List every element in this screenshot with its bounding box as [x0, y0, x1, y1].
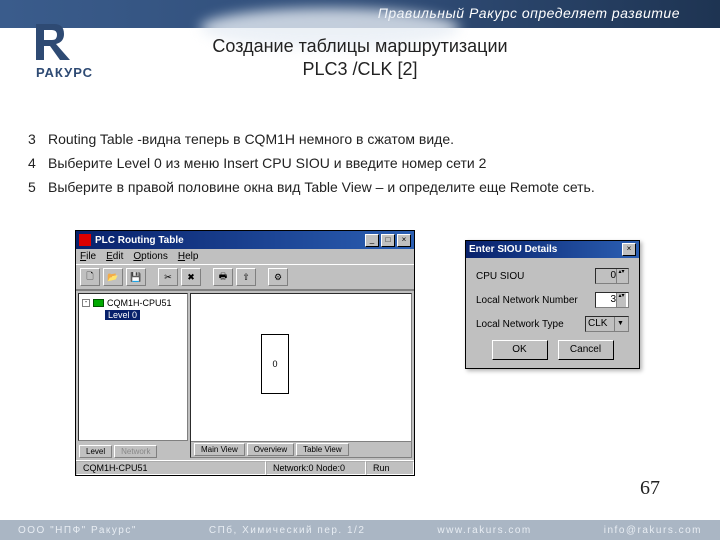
title-line-2: PLC3 /CLK [2] [0, 59, 720, 80]
bullet-text: Выберите Level 0 из меню Insert CPU SIOU… [48, 154, 486, 172]
tool-icon[interactable]: ⚙ [268, 268, 288, 286]
dialog-titlebar[interactable]: Enter SIOU Details × [466, 241, 639, 258]
menubar: File Edit Options Help [76, 249, 414, 264]
cpu-siou-field: 0 ▴▾ [595, 268, 629, 284]
print-icon[interactable]: 🖶 [213, 268, 233, 286]
toolbar: 🗋 📂 💾 ✂ ✖ 🖶 ⇧ ⚙ [76, 264, 414, 290]
delete-icon[interactable]: ✖ [181, 268, 201, 286]
titlebar[interactable]: PLC Routing Table _ □ × [76, 231, 414, 249]
dialog-title: Enter SIOU Details [469, 244, 620, 255]
window-title: PLC Routing Table [95, 235, 363, 246]
footer-url: www.rakurs.com [437, 525, 531, 536]
cancel-button[interactable]: Cancel [558, 340, 614, 360]
tab-overview[interactable]: Overview [247, 443, 294, 456]
list-item: 4 Выберите Level 0 из меню Insert CPU SI… [28, 154, 692, 172]
screenshots-area: PLC Routing Table _ □ × File Edit Option… [75, 230, 640, 476]
dropdown-icon: ▼ [614, 317, 626, 331]
footer-org: ООО "НПФ" Ракурс" [18, 525, 137, 536]
diagram-pane[interactable]: 0 Main View Overview Table View [190, 293, 412, 458]
tree-root-label: CQM1H-CPU51 [107, 298, 172, 308]
footer-addr: СПб, Химический пер. 1/2 [209, 525, 366, 536]
list-item: 3 Routing Table -видна теперь в CQM1H не… [28, 130, 692, 148]
tree-child-label: Level 0 [105, 310, 140, 320]
menu-file[interactable]: File [80, 251, 96, 262]
title-line-1: Создание таблицы маршрутизации [0, 36, 720, 57]
tab-network[interactable]: Network [114, 445, 157, 458]
label-local-network-number: Local Network Number [476, 295, 578, 306]
tree-child[interactable]: Level 0 [102, 310, 184, 320]
save-icon[interactable]: 💾 [126, 268, 146, 286]
field-row: Local Network Number 3 ▴▾ [476, 292, 629, 308]
local-network-number-value: 3 [598, 293, 616, 307]
menu-help[interactable]: Help [178, 251, 199, 262]
local-network-type-field: CLK ▼ [585, 316, 629, 332]
bullet-number: 3 [28, 130, 48, 148]
list-item: 5 Выберите в правой половине окна вид Ta… [28, 178, 692, 196]
close-button[interactable]: × [397, 234, 411, 247]
siou-dialog: Enter SIOU Details × CPU SIOU 0 ▴▾ Local… [465, 240, 640, 369]
statusbar: CQM1H-CPU51 Network:0 Node:0 Run [76, 460, 414, 475]
client-area: - CQM1H-CPU51 Level 0 Level Network 0 [76, 290, 414, 460]
bullet-list: 3 Routing Table -видна теперь в CQM1H не… [28, 130, 692, 203]
tab-level[interactable]: Level [79, 445, 112, 458]
bullet-text: Выберите в правой половине окна вид Tabl… [48, 178, 595, 196]
page-number: 67 [640, 477, 660, 500]
local-network-number-field[interactable]: 3 ▴▾ [595, 292, 629, 308]
cut-icon[interactable]: ✂ [158, 268, 178, 286]
label-local-network-type: Local Network Type [476, 319, 564, 330]
field-row: Local Network Type CLK ▼ [476, 316, 629, 332]
ok-button[interactable]: OK [492, 340, 548, 360]
tree-pane[interactable]: - CQM1H-CPU51 Level 0 [78, 293, 188, 441]
separator [204, 268, 210, 286]
minimize-button[interactable]: _ [365, 234, 379, 247]
bullet-text: Routing Table -видна теперь в CQM1H немн… [48, 130, 454, 148]
open-icon[interactable]: 📂 [103, 268, 123, 286]
spinner-icon[interactable]: ▴▾ [616, 293, 626, 307]
footer: ООО "НПФ" Ракурс" СПб, Химический пер. 1… [0, 520, 720, 540]
spinner-icon: ▴▾ [616, 269, 626, 283]
status-mode: Run [366, 461, 414, 475]
status-device: CQM1H-CPU51 [76, 461, 266, 475]
bullet-number: 4 [28, 154, 48, 172]
label-cpu-siou: CPU SIOU [476, 271, 524, 282]
dialog-buttons: OK Cancel [476, 340, 629, 360]
left-tabs: Level Network [76, 443, 190, 460]
cpu-siou-value: 0 [598, 269, 616, 283]
tab-main-view[interactable]: Main View [194, 443, 245, 456]
status-network: Network:0 Node:0 [266, 461, 366, 475]
new-icon[interactable]: 🗋 [80, 268, 100, 286]
separator [259, 268, 265, 286]
menu-options[interactable]: Options [133, 251, 167, 262]
local-network-type-value: CLK [588, 317, 614, 331]
cpu-icon [93, 299, 104, 307]
app-icon [79, 234, 91, 246]
separator [149, 268, 155, 286]
field-row: CPU SIOU 0 ▴▾ [476, 268, 629, 284]
plc-routing-window: PLC Routing Table _ □ × File Edit Option… [75, 230, 415, 476]
upload-icon[interactable]: ⇧ [236, 268, 256, 286]
collapse-icon[interactable]: - [82, 299, 90, 307]
bullet-number: 5 [28, 178, 48, 196]
footer-email: info@rakurs.com [604, 525, 702, 536]
menu-edit[interactable]: Edit [106, 251, 123, 262]
maximize-button[interactable]: □ [381, 234, 395, 247]
right-tabs: Main View Overview Table View [191, 441, 411, 457]
dialog-body: CPU SIOU 0 ▴▾ Local Network Number 3 ▴▾ … [466, 258, 639, 368]
diagram-node[interactable]: 0 [261, 334, 289, 394]
page-title: Создание таблицы маршрутизации PLC3 /CLK… [0, 36, 720, 80]
tab-table-view[interactable]: Table View [296, 443, 349, 456]
close-button[interactable]: × [622, 243, 636, 256]
tree-root[interactable]: - CQM1H-CPU51 [82, 298, 184, 308]
